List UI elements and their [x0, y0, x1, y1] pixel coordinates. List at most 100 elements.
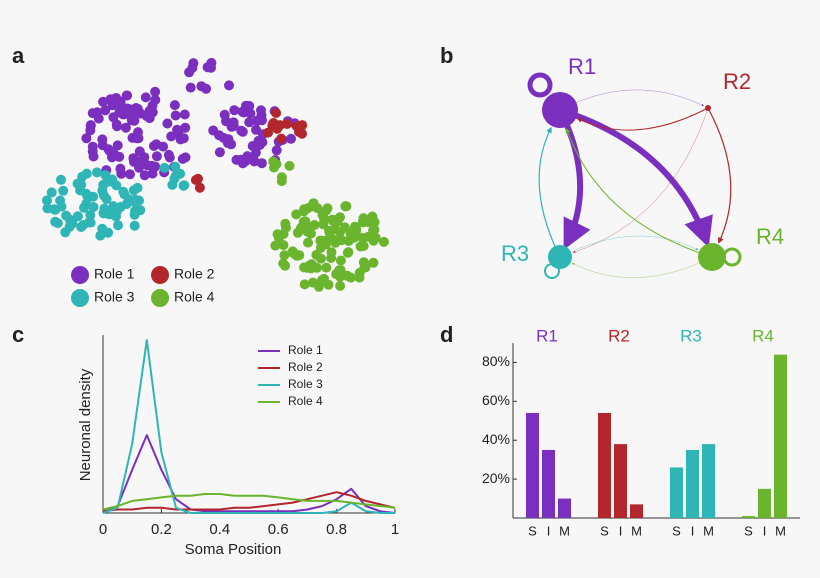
- cell-dot: [193, 173, 203, 184]
- cell-dot: [150, 94, 161, 105]
- cell-dot: [307, 201, 318, 212]
- cell-dot: [104, 146, 115, 156]
- cell-dot: [114, 151, 125, 162]
- legend-label: Role 1: [288, 343, 323, 357]
- cell-dot: [370, 232, 381, 243]
- bar: [670, 467, 683, 518]
- cell-dot: [112, 140, 123, 151]
- cell-dot: [319, 273, 329, 284]
- cell-dot: [249, 156, 260, 167]
- cell-dot: [88, 151, 99, 162]
- cell-dot: [129, 220, 140, 231]
- node: [542, 92, 578, 128]
- cell-dot: [112, 121, 122, 132]
- cell-dot: [349, 232, 360, 243]
- cell-dot: [177, 153, 188, 164]
- node-label: R3: [501, 241, 529, 266]
- cell-dot: [139, 152, 150, 163]
- legend-marker: [71, 289, 89, 307]
- cell-dot: [231, 154, 242, 165]
- cell-dot: [87, 141, 98, 152]
- group-label: R2: [608, 326, 630, 345]
- legend-label: Role 2: [174, 266, 215, 282]
- cell-dot: [108, 112, 119, 123]
- cell-dot: [291, 209, 302, 220]
- cell-dot: [321, 205, 332, 216]
- x-tick-label: 0.2: [151, 521, 172, 538]
- cell-dot: [305, 228, 316, 239]
- cell-dot: [58, 185, 69, 196]
- cell-dot: [178, 180, 189, 191]
- cell-dot: [76, 179, 87, 190]
- series-line: [102, 493, 396, 511]
- cell-dot: [368, 257, 379, 268]
- cell-dot: [194, 182, 205, 193]
- bar-label: S: [600, 523, 609, 538]
- panel-label: b: [440, 43, 453, 68]
- cell-dot: [42, 195, 52, 206]
- cell-dot: [125, 104, 136, 115]
- bar: [686, 449, 699, 518]
- cell-dot: [99, 203, 110, 214]
- y-axis-title: Neuronal density: [77, 368, 94, 481]
- cell-dot: [316, 253, 326, 264]
- bar: [774, 354, 787, 518]
- cell-dot: [214, 147, 225, 158]
- cell-dot: [97, 134, 108, 145]
- legend-label: Role 1: [94, 266, 135, 282]
- cell-dot: [142, 160, 153, 171]
- cell-dot: [286, 133, 296, 144]
- legend-marker: [151, 289, 169, 307]
- cell-dot: [335, 227, 345, 238]
- cell-dot: [355, 241, 366, 252]
- cell-dot: [250, 147, 261, 158]
- series-line: [102, 434, 396, 514]
- x-tick-label: 0: [99, 521, 107, 538]
- legend-marker: [151, 266, 169, 284]
- cell-dot: [219, 109, 230, 120]
- cell-dot: [128, 153, 139, 164]
- node: [705, 105, 711, 111]
- cell-dot: [244, 117, 255, 128]
- cell-dot: [159, 162, 170, 173]
- edge: [565, 127, 713, 258]
- node-label: R4: [756, 224, 784, 249]
- cell-dot: [206, 57, 217, 68]
- cell-dot: [81, 133, 92, 144]
- cell-dot: [278, 240, 289, 251]
- bar-label: I: [547, 523, 551, 538]
- cell-dot: [170, 110, 181, 121]
- cell-dot: [50, 204, 61, 215]
- cell-dot: [252, 115, 262, 126]
- bar: [542, 449, 555, 518]
- cell-dot: [345, 272, 356, 283]
- bar: [630, 504, 643, 518]
- cell-dot: [81, 168, 92, 179]
- bar-label: I: [763, 523, 767, 538]
- cell-dot: [101, 194, 112, 205]
- cell-dot: [85, 210, 96, 221]
- cell-dot: [326, 247, 337, 258]
- legend-label: Role 4: [174, 289, 215, 305]
- cell-dot: [162, 118, 173, 129]
- bar: [526, 413, 539, 518]
- cell-dot: [269, 162, 279, 173]
- cell-dot: [150, 86, 161, 97]
- cell-dot: [148, 141, 159, 151]
- cell-dot: [267, 120, 278, 131]
- x-axis-title: Soma Position: [185, 541, 282, 558]
- edge: [572, 256, 713, 278]
- cell-dot: [278, 258, 289, 269]
- cell-dot: [294, 250, 305, 261]
- group-label: R4: [752, 326, 774, 345]
- cell-dot: [126, 115, 137, 126]
- cell-dot: [81, 198, 92, 209]
- cell-dot: [244, 101, 255, 111]
- cell-dot: [42, 203, 53, 214]
- cell-dot: [341, 201, 352, 212]
- cell-dot: [300, 216, 311, 227]
- cell-dot: [253, 135, 264, 146]
- cell-dot: [335, 255, 346, 266]
- x-tick-label: 0.6: [268, 521, 289, 538]
